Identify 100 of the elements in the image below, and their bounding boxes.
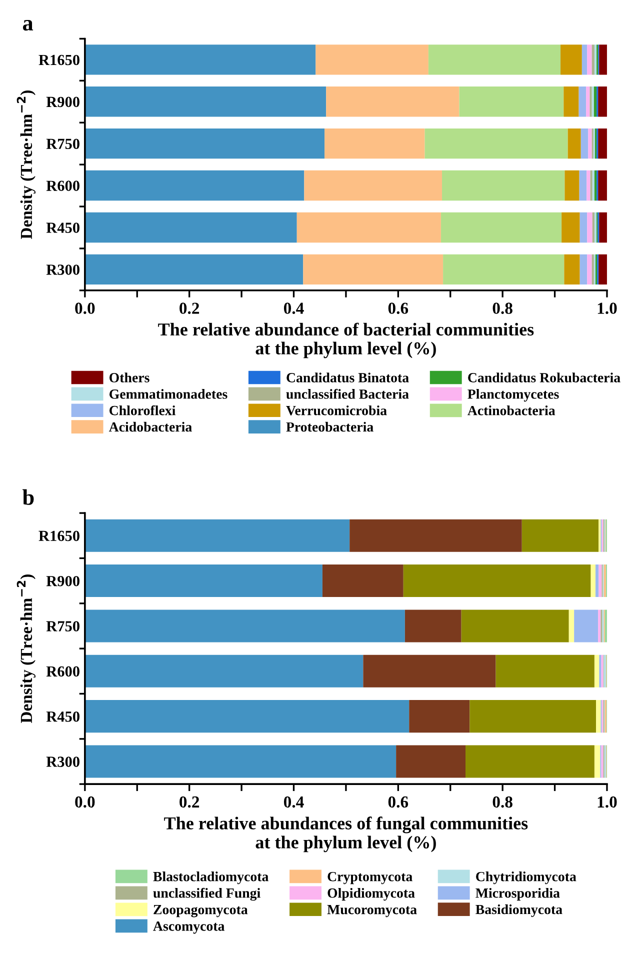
x-tick-label: 0.2 bbox=[180, 302, 200, 314]
bar bbox=[568, 610, 574, 642]
bar bbox=[598, 128, 607, 159]
bar bbox=[582, 44, 588, 75]
bar bbox=[84, 212, 297, 243]
bar bbox=[599, 212, 607, 243]
bar bbox=[84, 86, 326, 117]
x-tick-label: 0.2 bbox=[180, 796, 200, 808]
legend-label: Acidobacteria bbox=[108, 422, 192, 432]
bar bbox=[84, 654, 364, 688]
bar bbox=[574, 610, 598, 642]
bar bbox=[598, 254, 607, 285]
x-tick-label: 0.4 bbox=[284, 302, 304, 314]
x-tick-label: 0.4 bbox=[284, 796, 304, 808]
x-tick-label: 0.6 bbox=[388, 796, 408, 808]
legend-label: Mucoromycota bbox=[327, 904, 417, 918]
bar bbox=[580, 212, 588, 243]
y-tick-label: R450 bbox=[46, 222, 80, 233]
bar bbox=[84, 745, 396, 778]
legend-label: Actinobacteria bbox=[468, 406, 556, 416]
bar bbox=[428, 44, 561, 75]
legend-label: Proteobacteria bbox=[286, 422, 374, 432]
legend-label: Candidatus Rokubacteria bbox=[468, 372, 620, 382]
bar bbox=[396, 745, 466, 778]
legend-label: Ascomycota bbox=[153, 922, 224, 934]
x-tick-label: 0.6 bbox=[388, 302, 408, 314]
bar bbox=[590, 564, 596, 598]
legend-label: Others bbox=[110, 372, 150, 382]
legend-label: unclassified Fungi bbox=[153, 888, 260, 901]
bar bbox=[303, 254, 444, 285]
bar bbox=[350, 519, 522, 552]
bar bbox=[580, 254, 588, 285]
chart-title: a bbox=[22, 20, 34, 31]
bar bbox=[598, 170, 607, 201]
legend-label: Chloroflexi bbox=[110, 405, 176, 416]
y-tick-label: R600 bbox=[46, 666, 80, 677]
bar bbox=[586, 86, 590, 117]
bar bbox=[596, 700, 601, 733]
legend-label: Gemmatimonadetes bbox=[110, 389, 228, 399]
bar bbox=[326, 86, 460, 117]
bar bbox=[324, 128, 425, 159]
x-tick-label: 1.0 bbox=[598, 796, 617, 808]
bar bbox=[466, 745, 594, 778]
bar bbox=[587, 254, 592, 285]
y-axis-title: Density (Tree·hm$^{−2}$) bbox=[16, 574, 36, 724]
legend-label: Blastocladiomycota bbox=[153, 872, 268, 884]
x-tick-label: 1.0 bbox=[598, 302, 617, 314]
bar bbox=[424, 128, 568, 159]
bar bbox=[322, 564, 404, 598]
bar bbox=[564, 170, 580, 201]
bar bbox=[592, 44, 594, 75]
bar bbox=[594, 654, 600, 688]
bar bbox=[578, 86, 586, 117]
bar bbox=[84, 610, 405, 642]
bar bbox=[560, 44, 582, 75]
x-tick-label: 0.8 bbox=[492, 302, 512, 314]
x-axis-title: The relative abundances of fungal communities at the phylum level (%) bbox=[164, 816, 528, 852]
legend-label: Candidatus Binatota bbox=[286, 372, 409, 382]
bar bbox=[496, 654, 594, 688]
bar bbox=[84, 170, 304, 201]
bar bbox=[84, 44, 316, 75]
x-axis-title: The relative abundance of bacterial communities at the phylum level (%) bbox=[158, 322, 534, 358]
y-tick-label: R750 bbox=[46, 138, 80, 150]
bar bbox=[564, 86, 579, 117]
bar bbox=[461, 610, 569, 642]
bar bbox=[587, 44, 592, 75]
bar bbox=[598, 564, 602, 598]
legend-label: Planctomycetes bbox=[468, 389, 559, 402]
x-tick-label: 0.0 bbox=[75, 796, 95, 808]
bar bbox=[84, 519, 350, 552]
legend-label: Olpidiomycota bbox=[328, 888, 415, 901]
bar bbox=[580, 128, 588, 159]
x-tick-label: 0.8 bbox=[492, 796, 512, 808]
bar bbox=[296, 212, 441, 243]
y-axis-title: Density (Tree·hm$^{−2}$) bbox=[16, 90, 36, 240]
bar bbox=[586, 170, 590, 201]
bar bbox=[84, 564, 322, 598]
bar bbox=[470, 700, 596, 733]
y-tick-label: R1650 bbox=[38, 530, 80, 542]
legend-label: Chytridiomycota bbox=[476, 872, 576, 884]
bar bbox=[579, 170, 587, 201]
bar bbox=[403, 564, 591, 598]
bar bbox=[304, 170, 442, 201]
legend-label: unclassified Bacteria bbox=[286, 388, 409, 399]
bar bbox=[522, 519, 599, 552]
bar bbox=[363, 654, 496, 688]
x-tick-label: 0.0 bbox=[75, 302, 95, 314]
y-tick-label: R1650 bbox=[38, 54, 80, 66]
bar bbox=[409, 700, 470, 733]
legend-label: Zoopagomycota bbox=[154, 905, 248, 918]
bar bbox=[440, 212, 562, 243]
bar bbox=[316, 44, 428, 75]
bar bbox=[594, 86, 597, 117]
bar bbox=[598, 610, 601, 642]
bar bbox=[599, 44, 607, 75]
bar bbox=[84, 700, 410, 733]
bar bbox=[568, 128, 581, 159]
y-tick-label: R750 bbox=[46, 621, 80, 632]
legend-label: Microsporidia bbox=[476, 888, 560, 901]
y-tick-label: R900 bbox=[46, 96, 80, 108]
